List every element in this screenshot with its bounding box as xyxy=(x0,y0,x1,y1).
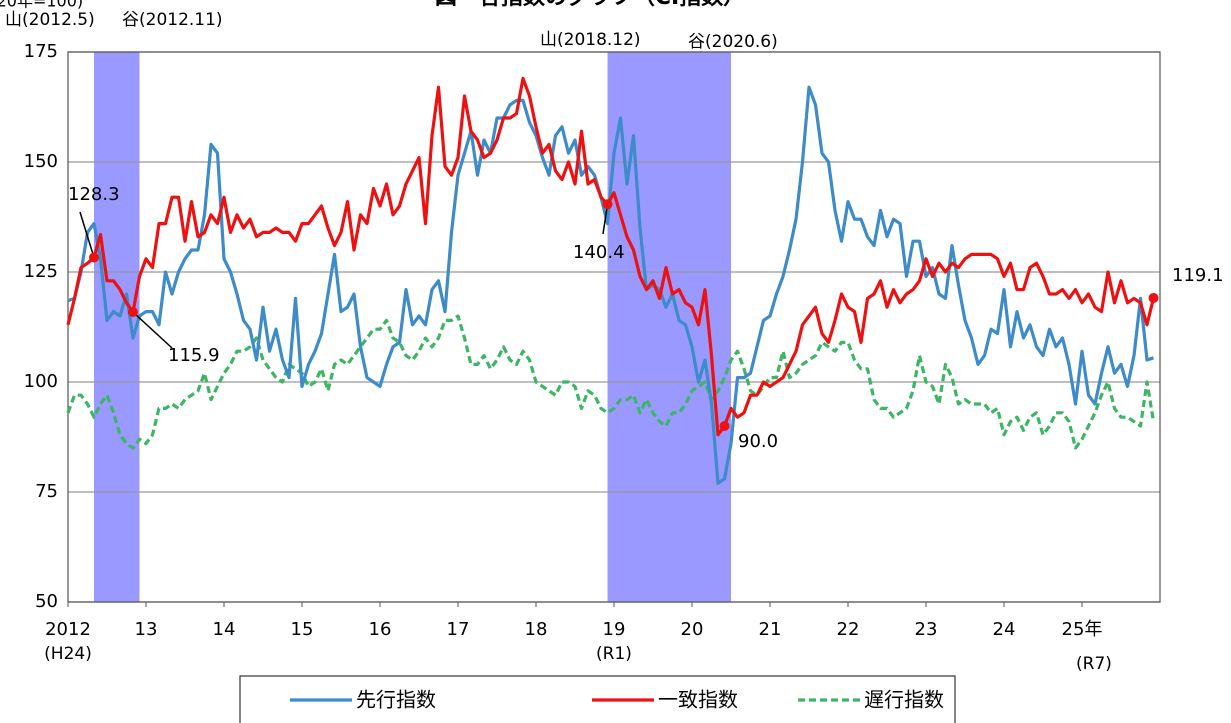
data-label: 119.1 xyxy=(1172,265,1224,286)
callout-line xyxy=(79,211,95,258)
recession-band xyxy=(607,52,732,602)
legend: 先行指数 一致指数 遅行指数 xyxy=(239,675,956,723)
y-tick-label: 75 xyxy=(35,481,58,502)
data-label: 115.9 xyxy=(168,345,220,366)
annotation-marker xyxy=(1148,292,1159,303)
legend-label: 遅行指数 xyxy=(864,688,944,712)
y-tick-label: 100 xyxy=(24,371,58,392)
x-tick-label: 17 xyxy=(447,619,470,640)
y-tick-label: 175 xyxy=(24,41,58,62)
subtitle: (2020年=100) xyxy=(0,0,83,11)
era-label: (R7) xyxy=(1076,654,1112,674)
series-line xyxy=(66,314,1156,450)
x-tick-label: 2012 xyxy=(45,619,91,640)
y-tick-label: 125 xyxy=(24,261,58,282)
x-tick-label: 20 xyxy=(681,619,704,640)
annotation-marker xyxy=(127,307,138,318)
data-label: 128.3 xyxy=(68,184,120,205)
legend-label: 先行指数 xyxy=(356,688,436,712)
series-line xyxy=(67,85,1155,485)
callout-line xyxy=(132,311,173,349)
legend-label: 一致指数 xyxy=(658,688,738,712)
x-tick-label: 14 xyxy=(213,619,236,640)
x-tick-label: 16 xyxy=(369,619,392,640)
peak-label: 山(2018.12) xyxy=(540,30,641,50)
peak-label: 山(2012.5) xyxy=(5,10,95,30)
x-tick-label: 13 xyxy=(135,619,158,640)
x-tick-label: 24 xyxy=(993,619,1016,640)
era-label: (R1) xyxy=(596,644,632,664)
y-tick-label: 50 xyxy=(35,591,58,612)
trough-label: 谷(2020.6) xyxy=(688,32,778,52)
x-tick-label: 19 xyxy=(603,619,626,640)
chart-title: 図 各指数のグラフ（CI指数） xyxy=(435,0,745,10)
era-label: (H24) xyxy=(44,644,92,664)
x-tick-label: 18 xyxy=(525,619,548,640)
data-label: 90.0 xyxy=(738,431,778,452)
x-tick-label: 22 xyxy=(837,619,860,640)
data-label: 140.4 xyxy=(573,242,625,263)
annotation-marker xyxy=(602,199,613,210)
x-tick-label: 15 xyxy=(291,619,314,640)
x-tick-label: 23 xyxy=(915,619,938,640)
callout-line xyxy=(602,204,609,235)
annotation-marker xyxy=(88,252,99,263)
series-line xyxy=(66,76,1156,437)
y-tick-label: 150 xyxy=(24,151,58,172)
annotation-marker xyxy=(719,421,730,431)
x-tick-label: 25年 xyxy=(1062,619,1103,640)
x-tick-label: 21 xyxy=(759,619,782,640)
trough-label: 谷(2012.11) xyxy=(122,10,223,30)
